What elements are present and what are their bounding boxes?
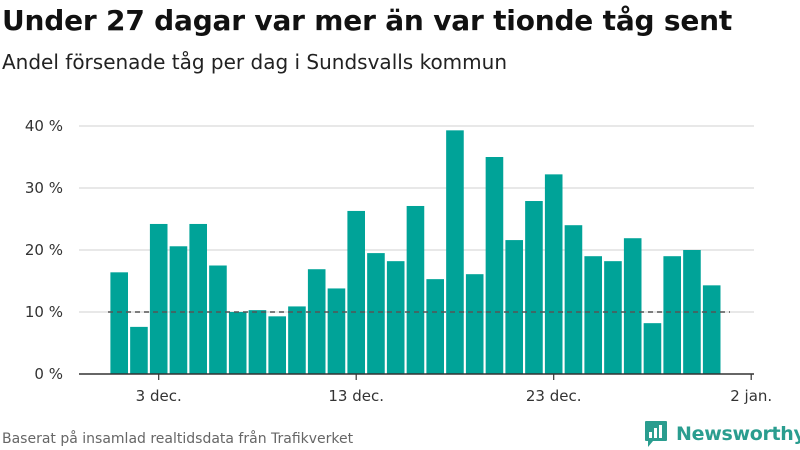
chart-subtitle: Andel försenade tåg per dag i Sundsvalls…: [2, 50, 507, 74]
axes: 0 % 10 % 20 % 30 % 40 % 3 dec. 13 dec. 23 dec. 2…: [25, 117, 772, 405]
bar-chart: 0 % 10 % 20 % 30 % 40 % 3 dec. 13 dec. 23 dec. 2…: [25, 117, 772, 405]
bar: [386, 261, 405, 374]
bar: [307, 269, 326, 374]
x-tick-label: 13 dec.: [328, 387, 384, 405]
bar: [643, 323, 662, 374]
bar: [149, 223, 168, 374]
x-tick-label: 3 dec.: [136, 387, 182, 405]
bar: [584, 256, 602, 374]
brand-logo-group[interactable]: Newsworthy: [644, 419, 800, 449]
bar: [702, 285, 721, 374]
bar: [663, 256, 681, 374]
bar: [347, 210, 365, 374]
x-tick-label: 23 dec.: [526, 387, 582, 405]
bar: [189, 223, 207, 374]
brand-name: Newsworthy: [676, 423, 800, 445]
bar: [446, 130, 464, 374]
bars: [110, 130, 721, 374]
bar: [248, 310, 267, 374]
x-tick-label: 2 jan.: [730, 387, 772, 405]
bar: [327, 288, 346, 374]
chart-title: Under 27 dagar var mer än var tionde tåg…: [2, 4, 733, 37]
bar: [367, 253, 385, 374]
y-tick-label: 30 %: [25, 179, 63, 197]
newsworthy-logo-icon: [645, 421, 667, 447]
bar: [623, 238, 642, 374]
bar: [505, 240, 523, 374]
y-tick-label: 40 %: [25, 117, 63, 135]
y-tick-label: 10 %: [25, 303, 63, 321]
bar: [169, 246, 188, 374]
bar: [485, 157, 504, 374]
bar: [288, 306, 306, 374]
y-tick-label: 20 %: [25, 241, 63, 259]
bar: [426, 279, 444, 374]
bar: [544, 174, 563, 374]
bar: [130, 326, 148, 374]
bar: [110, 272, 128, 374]
bar: [604, 261, 622, 374]
bar: [209, 265, 227, 374]
bar: [525, 201, 543, 374]
bar: [228, 312, 247, 374]
y-tick-label: 0 %: [34, 365, 63, 383]
bar: [465, 274, 484, 374]
bar: [268, 316, 286, 374]
bar: [406, 205, 425, 374]
bar: [564, 225, 583, 374]
bar: [683, 250, 701, 374]
source-note: Baserat på insamlad realtidsdata från Tr…: [2, 431, 354, 447]
